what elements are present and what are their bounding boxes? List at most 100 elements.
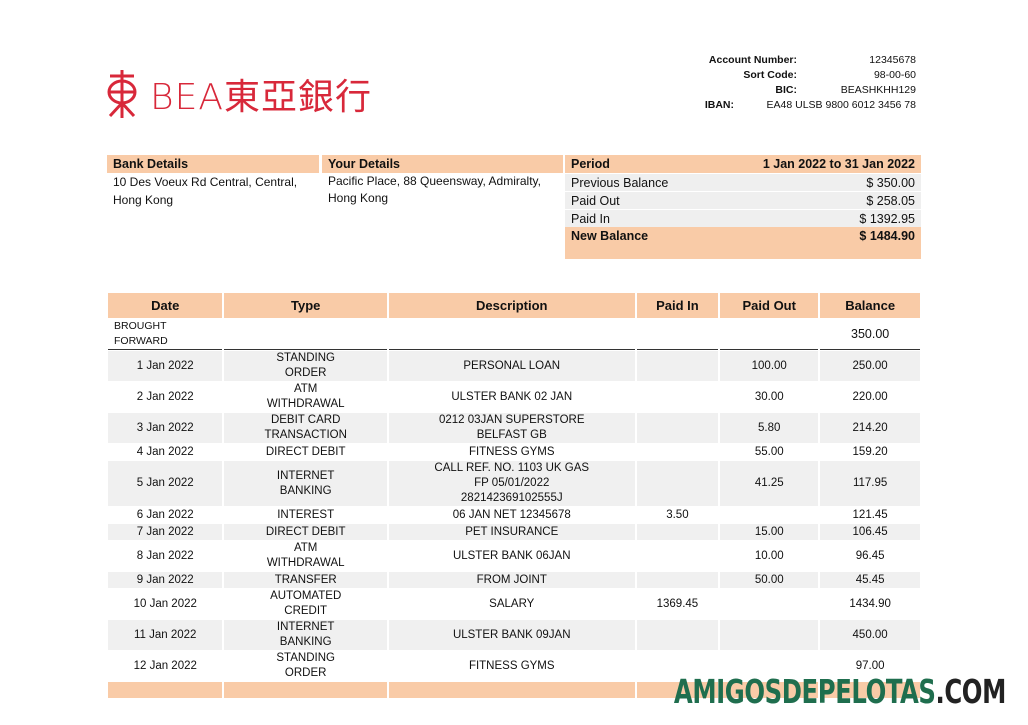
your-details-title: Your Details <box>322 155 563 173</box>
brought-forward-row: BROUGHT FORWARD 350.00 <box>108 319 920 350</box>
header-paid-in: Paid In <box>636 293 719 318</box>
cell-description: 06 JAN NET 12345678 <box>452 508 571 521</box>
summary-value: $ 258.05 <box>866 194 915 208</box>
cell-description: FITNESS GYMS <box>468 445 555 458</box>
watermark-text: AMIGOSDEPELOTAS <box>673 672 936 711</box>
cell-type: INTERNET BANKING <box>224 620 387 650</box>
account-value: EA48 ULSB 9800 6012 3456 78 <box>766 98 916 111</box>
cell-balance: 1434.90 <box>849 597 891 610</box>
cell-paid-in <box>636 461 719 506</box>
table-row: 6 Jan 2022 INTEREST 06 JAN NET 12345678 3.5… <box>108 507 920 523</box>
cell-paid-out <box>720 620 819 650</box>
header-balance: Balance <box>820 293 920 318</box>
your-details: Your Details Pacific Place, 88 Queensway… <box>322 155 563 207</box>
summary-label: Paid Out <box>571 194 620 208</box>
cell-paid-in <box>636 524 719 540</box>
cell-type: DIRECT DEBIT <box>265 445 346 458</box>
header-description: Description <box>388 293 635 318</box>
cell-paid-out <box>720 507 818 523</box>
cell-date: 1 Jan 2022 <box>108 351 223 381</box>
summary-label: Previous Balance <box>571 176 669 190</box>
your-address-line: Hong Kong <box>328 191 389 205</box>
cell-type: AUTOMATED CREDIT <box>270 590 342 617</box>
watermark-suffix: .COM <box>935 672 1007 711</box>
cell-balance: 121.45 <box>852 508 888 521</box>
cell-date: 7 Jan 2022 <box>108 524 223 540</box>
watermark: AMIGOSDEPELOTAS.COM <box>674 672 1006 711</box>
cell-paid-in <box>637 541 719 571</box>
cell-paid-in <box>636 413 719 443</box>
cell-description: PET INSURANCE <box>388 524 635 540</box>
account-row: IBAN: EA48 ULSB 9800 6012 3456 78 <box>690 97 916 112</box>
bank-details: Bank Details 10 Des Voeux Rd Central, Ce… <box>107 155 319 209</box>
cell-description: ULSTER BANK 02 JAN <box>451 390 573 403</box>
account-value: 12345678 <box>869 53 916 66</box>
cell-description: SALARY <box>489 597 535 610</box>
table-row: 11 Jan 2022 INTERNET BANKING ULSTER BANK 0… <box>108 620 920 650</box>
new-balance-row: New Balance $ 1484.90 <box>565 227 921 245</box>
cell-paid-in: 1369.45 <box>656 597 699 610</box>
table-row: 2 Jan 2022 ATM WITHDRAWAL ULSTER BANK 02 J… <box>108 382 920 412</box>
account-label: IBAN: <box>704 98 734 111</box>
table-row: 8 Jan 2022 ATM WITHDRAWAL ULSTER BANK 06JA… <box>108 541 920 571</box>
cell-description: 0212 03JAN SUPERSTORE BELFAST GB <box>388 413 635 443</box>
cell-balance: 96.45 <box>855 549 885 562</box>
cell-date: 12 Jan 2022 <box>133 659 197 672</box>
bank-logo-text: BEA東亞銀行 <box>150 77 372 118</box>
cell-paid-out: 30.00 <box>754 390 784 403</box>
cell-paid-out <box>720 589 818 619</box>
cell-balance: 106.45 <box>820 524 920 540</box>
account-value: BEASHKHH129 <box>840 83 916 96</box>
new-balance-label: New Balance <box>571 229 649 243</box>
table-row: 9 Jan 2022 TRANSFER FROM JOINT 50.00 45.45 <box>108 572 920 588</box>
table-footer-row <box>108 682 920 698</box>
cell-description: CALL REF. NO. 1103 UK GAS FP 05/01/2022 … <box>388 461 635 506</box>
cell-paid-out: 5.80 <box>720 413 819 443</box>
cell-paid-in <box>637 382 719 412</box>
table-row: 4 Jan 2022 DIRECT DEBIT FITNESS GYMS 55.00 1… <box>108 444 920 460</box>
cell-date: 4 Jan 2022 <box>136 445 194 458</box>
summary-row: Previous Balance $ 350.00 <box>565 173 921 191</box>
cell-type: INTERNET BANKING <box>224 461 387 506</box>
cell-type: STANDING ORDER <box>276 652 335 679</box>
cell-description: FROM JOINT <box>388 572 635 588</box>
summary-label: Paid In <box>571 212 610 226</box>
cell-balance: 45.45 <box>820 572 920 588</box>
cell-paid-out: 15.00 <box>720 524 819 540</box>
header-type: Type <box>224 293 387 318</box>
cell-type: DIRECT DEBIT <box>224 524 387 540</box>
account-value: 98-00-60 <box>873 68 916 81</box>
account-label: Sort Code: <box>743 68 797 81</box>
cell-date: 5 Jan 2022 <box>108 461 223 506</box>
cell-paid-out: 100.00 <box>720 351 819 381</box>
cell-type: ATM WITHDRAWAL <box>266 383 345 410</box>
table-row: 10 Jan 2022 AUTOMATED CREDIT SALARY 1369.45… <box>108 589 920 619</box>
summary-row: Paid In $ 1392.95 <box>565 209 921 227</box>
bank-address-line: Hong Kong <box>113 193 174 207</box>
cell-balance: 159.20 <box>852 445 888 458</box>
account-label: BIC: <box>775 83 797 96</box>
brought-forward-label: BROUGHT FORWARD <box>108 319 223 350</box>
cell-balance: 220.00 <box>852 390 888 403</box>
bank-logo: BEA東亞銀行 <box>104 68 372 120</box>
table-header-row: Date Type Description Paid In Paid Out B… <box>108 293 920 318</box>
table-row: 1 Jan 2022 STANDING ORDER PERSONAL LOAN 100… <box>108 351 920 381</box>
period-value: 1 Jan 2022 to 31 Jan 2022 <box>762 157 915 171</box>
cell-balance: 450.00 <box>820 620 920 650</box>
cell-description: ULSTER BANK 06JAN <box>452 549 571 562</box>
cell-paid-out: 10.00 <box>754 549 784 562</box>
cell-description: ULSTER BANK 09JAN <box>388 620 635 650</box>
bea-emblem-icon <box>107 70 137 118</box>
cell-date: 2 Jan 2022 <box>136 390 194 403</box>
summary-value: $ 350.00 <box>866 176 915 190</box>
cell-date: 8 Jan 2022 <box>136 549 194 562</box>
period-summary: Period 1 Jan 2022 to 31 Jan 2022 Previous… <box>565 155 921 259</box>
cell-balance: 97.00 <box>855 659 885 672</box>
table-row: 5 Jan 2022 INTERNET BANKING CALL REF. NO. … <box>108 461 920 506</box>
table-row: 3 Jan 2022 DEBIT CARD TRANSACTION 0212 03J… <box>108 413 920 443</box>
cell-type: STANDING ORDER <box>224 351 387 381</box>
cell-paid-out: 41.25 <box>720 461 819 506</box>
table-row: 12 Jan 2022 STANDING ORDER FITNESS GYMS 97.… <box>108 651 920 681</box>
period-row: Period 1 Jan 2022 to 31 Jan 2022 <box>565 155 921 173</box>
cell-paid-in <box>637 444 719 460</box>
